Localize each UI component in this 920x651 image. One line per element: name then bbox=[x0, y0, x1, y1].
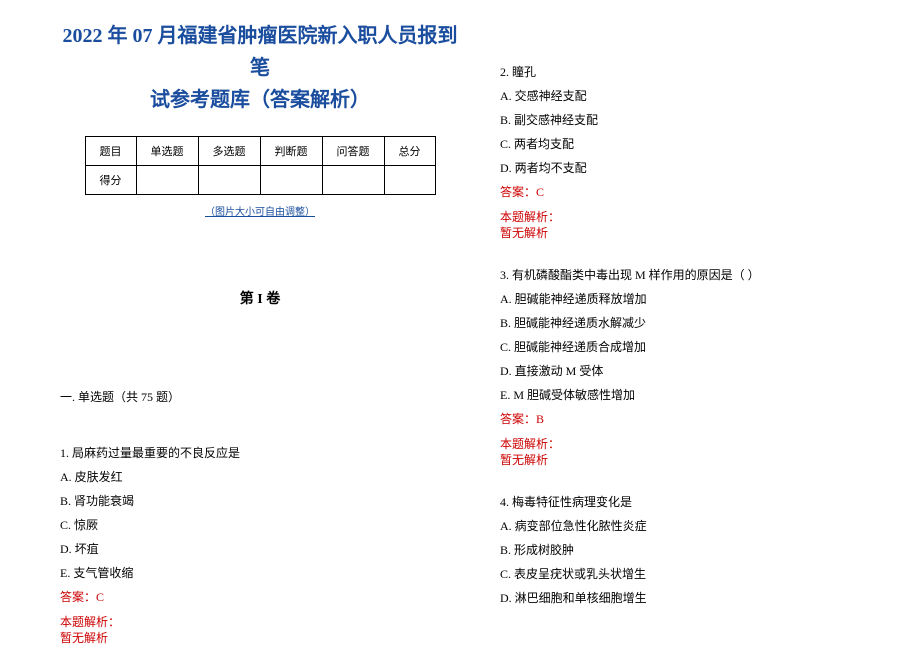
q2-option-b: B. 副交感神经支配 bbox=[500, 108, 880, 132]
q1-option-c: C. 惊厥 bbox=[60, 513, 460, 537]
score-table: 题目 单选题 多选题 判断题 问答题 总分 得分 bbox=[85, 136, 436, 195]
q1-answer: 答案：C bbox=[60, 585, 460, 609]
q3-option-c: C. 胆碱能神经递质合成增加 bbox=[500, 335, 880, 359]
q4-option-b: B. 形成树胶肿 bbox=[500, 538, 880, 562]
th-multi: 多选题 bbox=[198, 137, 260, 166]
td-empty bbox=[384, 166, 435, 195]
q3-stem: 3. 有机磷酸酯类中毒出现 M 样作用的原因是（ ） bbox=[500, 263, 880, 287]
q3-option-a: A. 胆碱能神经递质释放增加 bbox=[500, 287, 880, 311]
q2-stem: 2. 瞳孔 bbox=[500, 60, 880, 84]
td-empty bbox=[198, 166, 260, 195]
section-title: 一. 单选题（共 75 题） bbox=[60, 388, 460, 405]
volume-title: 第 I 卷 bbox=[60, 288, 460, 308]
q3-option-d: D. 直接激动 M 受体 bbox=[500, 359, 880, 383]
table-note: （图片大小可自由调整） bbox=[60, 203, 460, 218]
q3-answer: 答案：B bbox=[500, 407, 880, 431]
q2-option-c: C. 两者均支配 bbox=[500, 132, 880, 156]
q2-option-d: D. 两者均不支配 bbox=[500, 156, 880, 180]
title-line-1: 2022 年 07 月福建省肿瘤医院新入职人员报到笔 bbox=[60, 20, 460, 84]
q3-analysis-body: 暂无解析 bbox=[500, 453, 880, 469]
td-empty bbox=[260, 166, 322, 195]
q2-answer: 答案：C bbox=[500, 180, 880, 204]
q2-analysis-label: 本题解析： bbox=[500, 210, 880, 226]
question-4: 4. 梅毒特征性病理变化是 A. 病变部位急性化脓性炎症 B. 形成树胶肿 C.… bbox=[500, 490, 880, 610]
q1-option-d: D. 坏疽 bbox=[60, 537, 460, 561]
q2-analysis-body: 暂无解析 bbox=[500, 226, 880, 242]
q1-option-b: B. 肾功能衰竭 bbox=[60, 489, 460, 513]
q1-stem: 1. 局麻药过量最重要的不良反应是 bbox=[60, 441, 460, 465]
q3-option-e: E. M 胆碱受体敏感性增加 bbox=[500, 383, 880, 407]
q3-option-b: B. 胆碱能神经递质水解减少 bbox=[500, 311, 880, 335]
th-total: 总分 bbox=[384, 137, 435, 166]
q1-option-e: E. 支气管收缩 bbox=[60, 561, 460, 585]
td-score-label: 得分 bbox=[85, 166, 136, 195]
q4-stem: 4. 梅毒特征性病理变化是 bbox=[500, 490, 880, 514]
q1-analysis-body: 暂无解析 bbox=[60, 631, 460, 647]
q2-option-a: A. 交感神经支配 bbox=[500, 84, 880, 108]
left-column: 2022 年 07 月福建省肿瘤医院新入职人员报到笔 试参考题库（答案解析） 题… bbox=[60, 20, 460, 646]
document-title: 2022 年 07 月福建省肿瘤医院新入职人员报到笔 试参考题库（答案解析） bbox=[60, 20, 460, 116]
question-3: 3. 有机磷酸酯类中毒出现 M 样作用的原因是（ ） A. 胆碱能神经递质释放增… bbox=[500, 263, 880, 468]
td-empty bbox=[136, 166, 198, 195]
question-2: 2. 瞳孔 A. 交感神经支配 B. 副交感神经支配 C. 两者均支配 D. 两… bbox=[500, 60, 880, 241]
th-subject: 题目 bbox=[85, 137, 136, 166]
q4-option-a: A. 病变部位急性化脓性炎症 bbox=[500, 514, 880, 538]
td-empty bbox=[322, 166, 384, 195]
right-column: 2. 瞳孔 A. 交感神经支配 B. 副交感神经支配 C. 两者均支配 D. 两… bbox=[500, 60, 880, 610]
q4-option-c: C. 表皮呈疣状或乳头状增生 bbox=[500, 562, 880, 586]
q1-option-a: A. 皮肤发红 bbox=[60, 465, 460, 489]
question-1: 1. 局麻药过量最重要的不良反应是 A. 皮肤发红 B. 肾功能衰竭 C. 惊厥… bbox=[60, 441, 460, 646]
q1-analysis-label: 本题解析： bbox=[60, 615, 460, 631]
q4-option-d: D. 淋巴细胞和单核细胞增生 bbox=[500, 586, 880, 610]
q3-analysis-label: 本题解析： bbox=[500, 437, 880, 453]
table-score-row: 得分 bbox=[85, 166, 435, 195]
title-line-2: 试参考题库（答案解析） bbox=[60, 84, 460, 116]
th-single: 单选题 bbox=[136, 137, 198, 166]
table-header-row: 题目 单选题 多选题 判断题 问答题 总分 bbox=[85, 137, 435, 166]
th-qa: 问答题 bbox=[322, 137, 384, 166]
th-judge: 判断题 bbox=[260, 137, 322, 166]
